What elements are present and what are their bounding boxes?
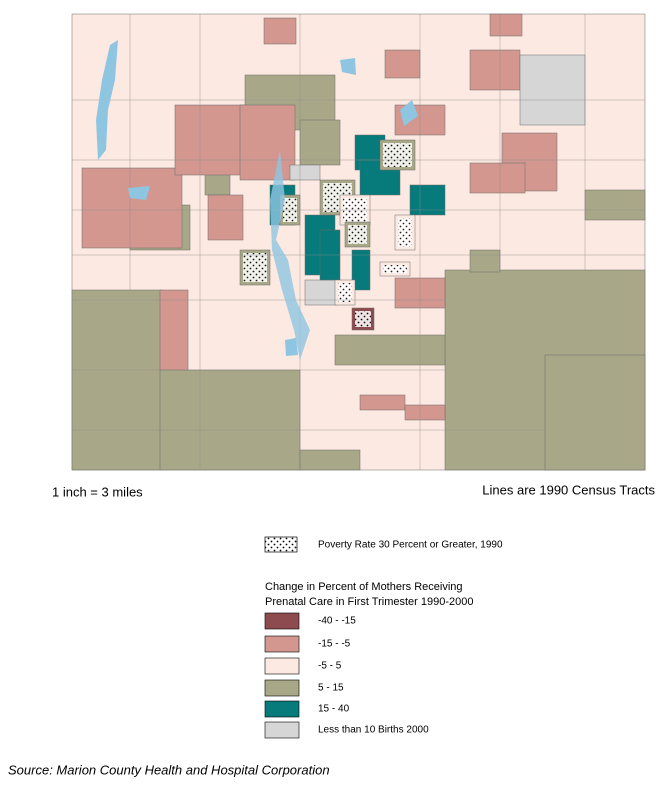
- tract: [71, 289, 163, 471]
- legend-swatch: [264, 657, 300, 675]
- legend-title: Change in Percent of Mothers Receiving: [265, 581, 463, 593]
- tract: [159, 289, 189, 371]
- legend-label: Less than 10 Births 2000: [318, 725, 429, 736]
- legend-swatch: [264, 635, 300, 653]
- tract: [239, 104, 296, 181]
- scale-note: 1 inch = 3 miles: [52, 484, 143, 499]
- tract: [409, 184, 446, 216]
- tract: [489, 13, 523, 37]
- poverty-tract: [355, 311, 371, 327]
- legend-label: 15 - 40: [318, 704, 350, 715]
- poverty-label: Poverty Rate 30 Percent or Greater, 1990: [318, 540, 503, 551]
- tract: [159, 369, 301, 471]
- source: Source: Marion County Health and Hospita…: [8, 762, 330, 777]
- tract: [584, 189, 646, 221]
- tract: [174, 104, 246, 176]
- legend: -40 - -15 -15 - -5 -5 - 5 5 - 15 15 - 40 Less…: [264, 612, 429, 739]
- tract: [263, 17, 297, 45]
- legend-swatch: [264, 700, 300, 718]
- legend-label: -5 - 5: [318, 661, 342, 672]
- poverty-tract: [383, 265, 407, 273]
- tract: [469, 249, 501, 273]
- poverty-tract: [348, 225, 367, 244]
- tract: [544, 354, 646, 471]
- tract: [289, 164, 321, 181]
- tract: [299, 449, 361, 471]
- tract: [351, 249, 371, 291]
- poverty-swatch: [264, 536, 298, 553]
- legend-swatch: [264, 721, 300, 739]
- legend-swatch: [264, 612, 300, 630]
- tract: [384, 49, 421, 79]
- tract: [519, 54, 586, 126]
- poverty-tract: [338, 283, 352, 302]
- tract: [81, 167, 183, 249]
- tract: [207, 194, 244, 241]
- tract: [469, 162, 526, 194]
- legend-title: Prenatal Care in First Trimester 1990-20…: [265, 596, 473, 608]
- tract: [304, 279, 338, 306]
- poverty-tract: [398, 218, 412, 247]
- tract-note: Lines are 1990 Census Tracts: [482, 482, 655, 497]
- poverty-tract: [383, 143, 412, 167]
- legend-label: 5 - 15: [318, 683, 344, 694]
- legend-swatch: [264, 679, 300, 697]
- water: [96, 40, 418, 360]
- census-tracts: [71, 13, 646, 471]
- tract: [299, 119, 341, 166]
- tract: [359, 394, 406, 411]
- tract: [404, 404, 446, 421]
- tract: [334, 334, 446, 366]
- legend-label: -15 - -5: [318, 639, 351, 650]
- poverty-tract: [243, 253, 267, 282]
- legend-label: -40 - -15: [318, 616, 356, 627]
- tract: [469, 49, 521, 91]
